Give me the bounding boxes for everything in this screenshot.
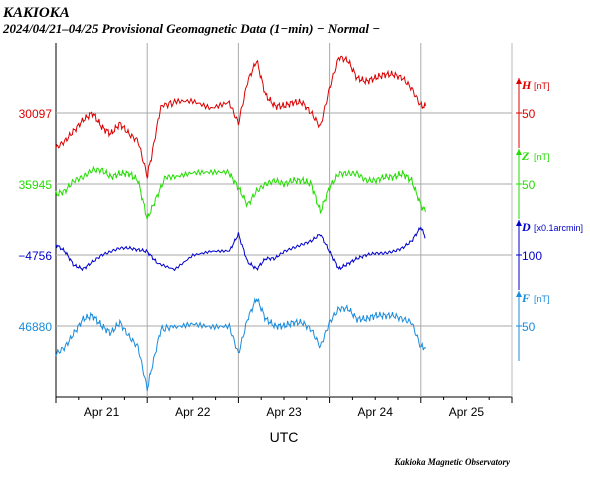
scale-label-d: 100	[522, 249, 542, 263]
station-name: KAKIOKA	[2, 5, 70, 21]
series-lines	[55, 55, 426, 391]
scale-arrow-d	[516, 220, 522, 226]
baseline-labels: 30097 35945 −4756 46880	[18, 107, 52, 334]
baseline-label-d: −4756	[18, 249, 52, 263]
scale-arrow-z	[516, 149, 522, 155]
series-name-z: Z	[521, 149, 530, 163]
scale-label-f: 50	[522, 320, 536, 334]
baseline-label-f: 46880	[19, 320, 53, 334]
series-name-f: F	[521, 291, 530, 305]
scale-label-h: 50	[522, 107, 536, 121]
series-name-h: H	[521, 78, 532, 92]
x-axis-ticks: Apr 21 Apr 22 Apr 23 Apr 24 Apr 25	[55, 397, 513, 419]
x-tick-label: Apr 23	[266, 405, 302, 419]
series-name-d: D	[521, 220, 531, 234]
series-unit-z: [nT]	[534, 152, 550, 162]
baseline-label-z: 35945	[19, 178, 53, 192]
scale-label-z: 50	[522, 178, 536, 192]
scale-arrow-f	[516, 291, 522, 297]
series-line-f	[55, 297, 426, 391]
series-line-z	[55, 165, 426, 220]
x-tick-label: Apr 24	[358, 405, 394, 419]
series-unit-f: [nT]	[534, 294, 550, 304]
grid	[56, 43, 512, 397]
credit-text: Kakioka Magnetic Observatory	[394, 457, 511, 467]
chart-title: 2024/04/21–04/25 Provisional Geomagnetic…	[2, 21, 380, 36]
x-tick-label: Apr 25	[449, 405, 485, 419]
series-line-h	[55, 55, 426, 179]
series-unit-h: [nT]	[534, 81, 550, 91]
x-axis-label: UTC	[270, 429, 299, 445]
x-tick-label: Apr 22	[175, 405, 211, 419]
plot-area	[55, 43, 513, 398]
scale-arrow-h	[516, 78, 522, 84]
series-line-d	[55, 226, 426, 272]
baseline-label-h: 30097	[19, 107, 53, 121]
series-unit-d: [x0.1arcmin]	[534, 223, 583, 233]
x-tick-label: Apr 21	[84, 405, 120, 419]
